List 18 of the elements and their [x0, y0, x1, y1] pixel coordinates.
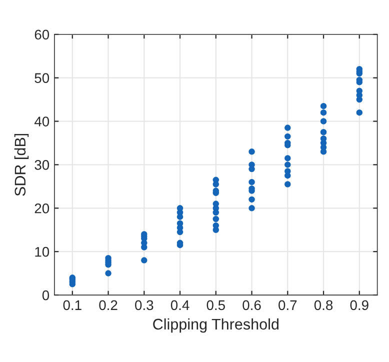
- x-tick-label: 0.6: [242, 300, 261, 310]
- x-tick-label: 0.4: [170, 300, 190, 310]
- x-tick-label: 0.3: [135, 300, 154, 310]
- y-tick-label: 40: [34, 116, 50, 126]
- y-tick-label: 10: [35, 246, 50, 257]
- x-tick-label: 0.5: [206, 300, 225, 310]
- x-tick-label: 0.9: [350, 300, 368, 310]
- y-tick-label: 50: [34, 73, 50, 83]
- y-tick-label: 0: [42, 290, 50, 300]
- y-tick-label: 20: [34, 203, 50, 214]
- x-tick-label: 0.8: [314, 300, 333, 310]
- y-tick-label: 30: [34, 160, 50, 170]
- x-tick-label: 0.2: [99, 300, 118, 310]
- y-tick-label: 60: [34, 30, 50, 40]
- x-tick-label: 0.1: [63, 300, 82, 310]
- y-axis-title: SDR [dB]: [14, 134, 29, 196]
- x-axis-title: Clipping Threshold: [153, 318, 278, 333]
- x-tick-label: 0.7: [278, 300, 297, 310]
